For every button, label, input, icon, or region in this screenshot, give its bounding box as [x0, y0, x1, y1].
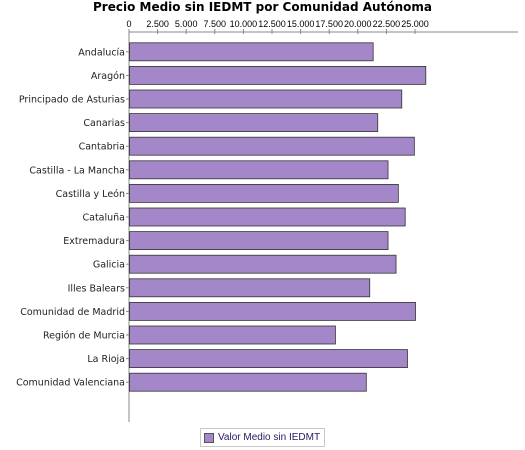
x-tick-label: 0: [126, 19, 131, 29]
category-label: Comunidad Valenciana: [16, 378, 125, 389]
category-label: Canarias: [83, 118, 125, 129]
bar: [129, 254, 397, 274]
category-label: Extremadura: [63, 236, 125, 247]
category-label: Illes Balears: [68, 283, 125, 294]
category-label: Castilla - La Mancha: [29, 165, 125, 176]
bar: [129, 160, 389, 180]
category-label: Aragón: [91, 71, 125, 82]
category-label: Comunidad de Madrid: [20, 307, 125, 318]
bar: [129, 372, 367, 392]
x-tick-label: 5.000: [175, 19, 198, 29]
category-label: Cantabria: [79, 142, 125, 153]
category-label: Andalucía: [78, 47, 125, 58]
bar: [129, 136, 415, 156]
bar: [129, 113, 379, 132]
bar: [129, 66, 427, 85]
bar: [129, 301, 416, 321]
x-tick-label: 12.500: [258, 19, 286, 29]
bar: [129, 207, 406, 227]
bar: [129, 42, 374, 62]
bar: [129, 278, 371, 298]
bar: [129, 325, 336, 345]
category-label: Cataluña: [82, 213, 125, 224]
category-label: La Rioja: [87, 354, 125, 365]
x-tick-label: 15.000: [287, 19, 315, 29]
bar: [129, 89, 403, 109]
x-tick-label: 25.000: [401, 19, 429, 29]
bar: [129, 349, 408, 369]
category-label: Castilla y León: [56, 189, 125, 200]
bar: [129, 183, 399, 203]
category-label: Galicia: [93, 260, 125, 271]
x-tick-label: 22.500: [373, 19, 401, 29]
category-label: Principado de Asturias: [19, 95, 125, 106]
chart-title: Precio Medio sin IEDMT por Comunidad Aut…: [93, 0, 432, 14]
x-tick-label: 7.500: [204, 19, 227, 29]
bar: [129, 231, 389, 251]
x-tick-label: 10.000: [230, 19, 258, 29]
x-tick-label: 17.500: [315, 19, 343, 29]
x-tick-label: 2.500: [146, 19, 169, 29]
legend-swatch: [204, 432, 214, 443]
x-tick-label: 20.000: [344, 19, 372, 29]
legend: Valor Medio sin IEDMT: [200, 428, 325, 447]
category-label: Región de Murcia: [43, 331, 125, 342]
legend-label: Valor Medio sin IEDMT: [218, 432, 321, 443]
